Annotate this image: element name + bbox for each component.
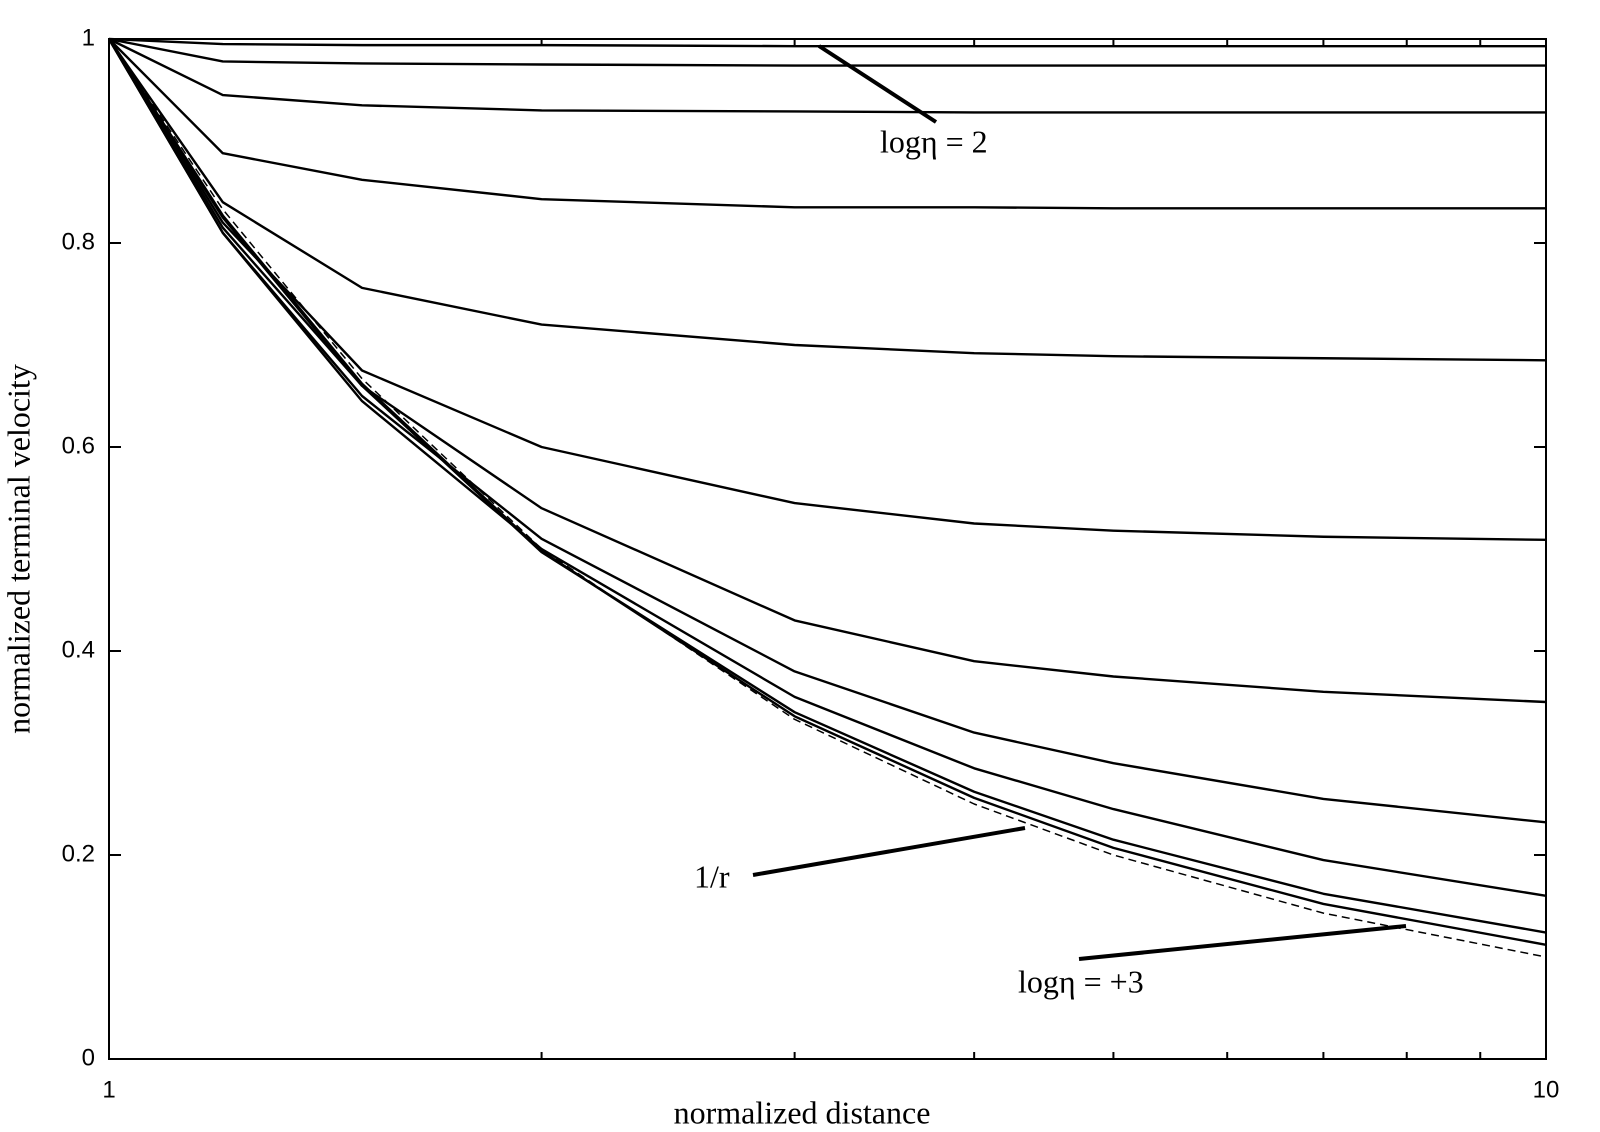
data-line	[107, 38, 1547, 824]
y-tick-label: 0.8	[62, 228, 95, 255]
y-tick-label: 0.2	[62, 840, 95, 867]
annotation-leader	[817, 44, 938, 124]
x-tick-label: 1	[102, 1076, 115, 1103]
data-line	[108, 38, 1547, 958]
data-line	[108, 38, 1546, 210]
data-line	[108, 37, 1546, 67]
data-line	[107, 38, 1547, 946]
annotation-leader	[752, 826, 1026, 877]
y-tick-label: 0.6	[62, 432, 95, 459]
plot-frame	[108, 38, 1547, 1060]
data-line	[107, 38, 1547, 542]
y-tick-label: 0.4	[62, 636, 95, 663]
annotation: 1/r	[694, 858, 730, 894]
y-axis-label: normalized terminal velocity	[0, 364, 36, 734]
annotation-leader	[1078, 924, 1407, 961]
annotation: logη = +3	[1018, 963, 1144, 999]
data-line	[107, 38, 1547, 897]
data-line	[107, 38, 1547, 934]
data-line	[107, 38, 1547, 704]
y-tick-label: 1	[82, 24, 95, 51]
data-line	[108, 37, 1546, 48]
data-line	[108, 38, 1547, 362]
x-tick-label: 10	[1533, 1076, 1560, 1103]
x-axis-label: normalized distance	[674, 1094, 931, 1130]
annotation: logη = 2	[880, 123, 988, 159]
data-line	[108, 37, 1546, 114]
y-tick-label: 0	[82, 1044, 95, 1071]
